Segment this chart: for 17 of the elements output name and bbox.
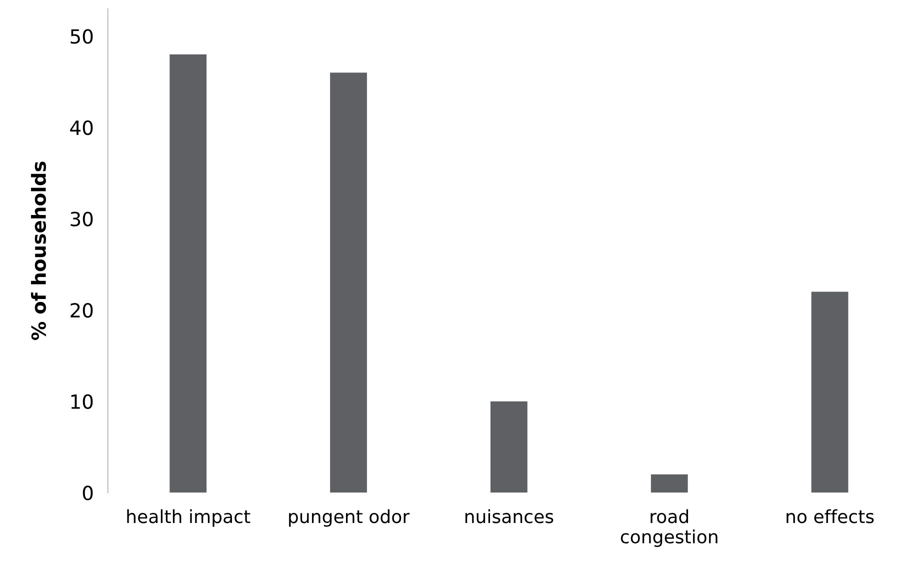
x-tick-label: road congestion <box>620 509 718 547</box>
y-tick-label: 30 <box>70 212 93 226</box>
y-tick-label: 40 <box>70 120 93 136</box>
x-tick-label: nuisances <box>465 509 554 524</box>
y-axis-title: % of households <box>30 162 46 340</box>
x-tick-label: pungent odor <box>289 509 410 527</box>
y-tick-label: 10 <box>71 394 93 409</box>
bar <box>330 72 367 493</box>
bar <box>650 474 688 493</box>
x-tick-label: no effects <box>786 509 874 524</box>
y-tick-label: 50 <box>70 29 93 44</box>
bar <box>170 54 207 493</box>
y-tick-label: 20 <box>70 302 93 318</box>
y-tick-label: 0 <box>82 486 93 500</box>
bar <box>811 292 848 493</box>
x-tick-label: health impact <box>127 509 250 527</box>
bar <box>490 401 528 493</box>
